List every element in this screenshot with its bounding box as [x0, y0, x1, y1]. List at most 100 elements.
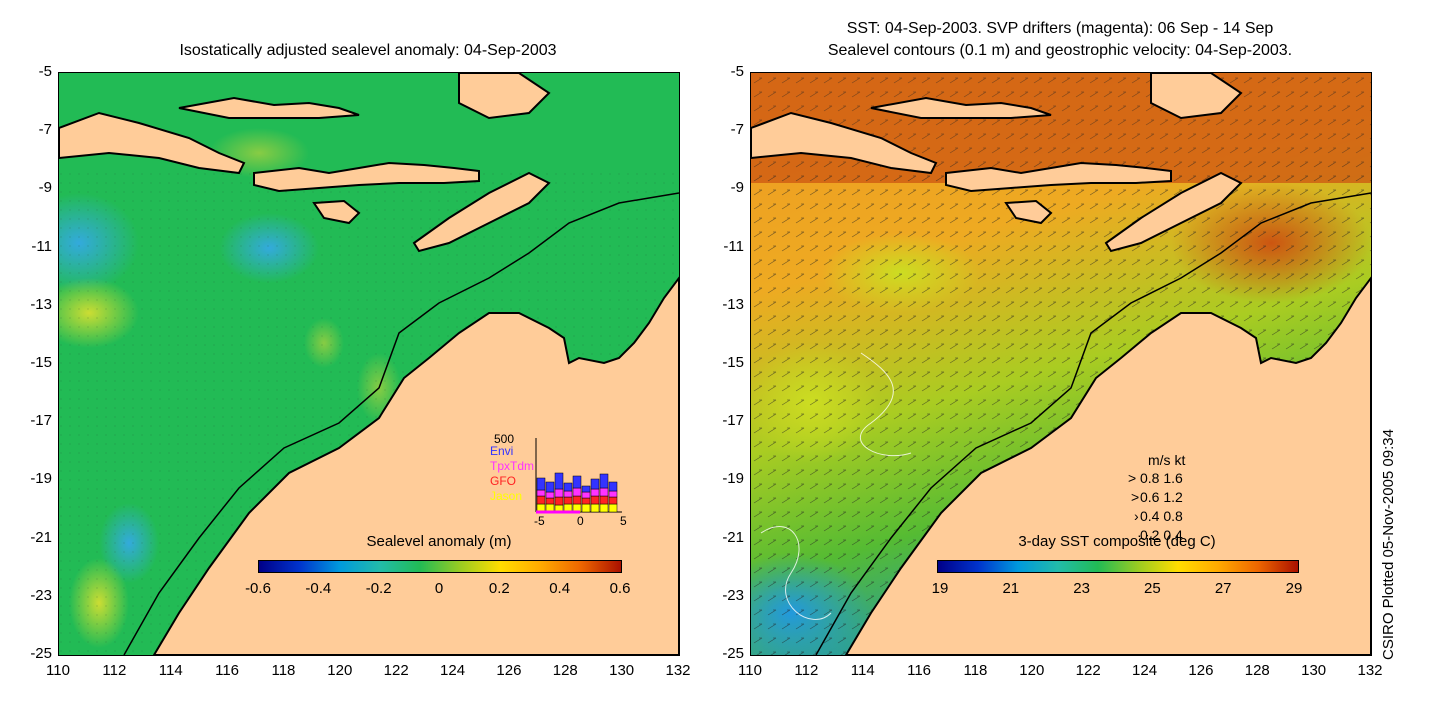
inset-bar — [563, 482, 573, 492]
velocity-key-arrow-icon: › — [1134, 508, 1139, 524]
inset-bar — [563, 490, 573, 498]
velocity-key-row: 0.6 1.2 — [1140, 489, 1183, 505]
inset-bar — [545, 481, 555, 493]
right-y-tick-label: -7 — [730, 121, 744, 139]
inset-bar — [581, 491, 591, 499]
inset-bar — [590, 488, 600, 497]
left-x-tick-label: 116 — [215, 662, 240, 679]
velocity-key-arrow-icon: · — [1137, 527, 1142, 543]
velocity-key-row: 0.2 0.4 — [1140, 527, 1183, 543]
inset-bar — [599, 495, 609, 505]
left-colorbar-tick: 0.6 — [609, 580, 631, 597]
inset-histogram — [535, 438, 622, 514]
inset-bar — [554, 496, 564, 506]
right-y-tick-label: -19 — [722, 470, 744, 488]
right-x-tick-label: 130 — [1301, 662, 1327, 679]
credit-text: CSIRO Plotted 05-Nov-2005 09:34 — [1380, 429, 1397, 660]
inset-x-tick: 0 — [577, 514, 584, 528]
right-x-tick-label: 112 — [794, 662, 819, 679]
shelf-contour — [815, 192, 1371, 655]
sealevel-contour — [859, 352, 912, 457]
left-colorbar-tick: 0.4 — [549, 580, 571, 597]
left-x-tick-label: 112 — [102, 662, 127, 679]
left-y-tick-label: -23 — [30, 586, 52, 604]
inset-legend-tpxtdm: TpxTdm — [490, 459, 535, 473]
left-x-tick-label: 122 — [383, 662, 409, 679]
right-colorbar-label: 3-day SST composite (deg C) — [1018, 533, 1216, 550]
left-x-tick-label: 124 — [440, 662, 466, 679]
right-y-tick-label: -21 — [722, 528, 744, 546]
right-x-tick-label: 110 — [738, 662, 762, 679]
left-colorbar-label: Sealevel anomaly (m) — [366, 533, 512, 550]
left-colorbar-tick: 0 — [434, 580, 444, 597]
left-y-tick-label: -17 — [30, 412, 52, 430]
sealevel-contour — [760, 526, 832, 620]
java-land — [59, 111, 246, 175]
velocity-key-header: m/s kt — [1148, 452, 1186, 468]
sst-map — [751, 73, 1371, 655]
right-x-tick-label: 124 — [1132, 662, 1158, 679]
inset-bar — [599, 487, 609, 497]
right-x-tick-label: 118 — [963, 662, 988, 679]
inset-bar — [581, 485, 591, 493]
left-y-tick-label: -9 — [38, 179, 52, 197]
right-x-tick-label: 114 — [850, 662, 875, 679]
left-x-tick-label: 114 — [158, 662, 183, 679]
right-colorbar-tick: 19 — [931, 580, 949, 597]
left-y-tick-label: -25 — [30, 645, 52, 662]
east-islands — [1150, 73, 1243, 120]
right-x-tick-label: 120 — [1019, 662, 1045, 679]
inset-bar — [536, 477, 546, 491]
left-x-tick-label: 118 — [271, 662, 296, 679]
right-x-tick-label: 122 — [1075, 662, 1101, 679]
right-y-tick-label: -23 — [722, 586, 744, 604]
inset-max-label: 500 — [494, 432, 515, 446]
right-x-tick-label: 126 — [1188, 662, 1214, 679]
left-x-tick-label: 132 — [665, 662, 691, 679]
left-colorbar-tick: -0.2 — [365, 580, 392, 597]
right-panel-title-line1: SST: 04-Sep-2003. SVP drifters (magenta)… — [846, 20, 1274, 37]
sunda-islands — [253, 161, 480, 193]
east-islands — [458, 73, 551, 120]
inset-bar — [608, 490, 618, 498]
left-y-tick-label: -13 — [30, 295, 52, 313]
left-x-tick-label: 120 — [327, 662, 353, 679]
right-colorbar — [937, 560, 1299, 573]
right-panel-title-line2: Sealevel contours (0.1 m) and geostrophi… — [827, 42, 1293, 59]
inset-x-tick: -5 — [534, 514, 545, 528]
right-x-tick-label: 132 — [1357, 662, 1383, 679]
left-y-tick-label: -15 — [30, 354, 52, 371]
timor-island — [412, 171, 551, 253]
inset-bar — [581, 503, 591, 513]
left-y-tick-label: -19 — [30, 470, 52, 488]
left-y-tick-label: -5 — [38, 63, 52, 80]
right-y-tick-label: -15 — [722, 354, 744, 371]
left-y-tick-label: -7 — [38, 121, 52, 139]
inset-bar — [536, 489, 546, 497]
left-colorbar-tick: -0.4 — [305, 580, 332, 597]
right-y-tick-label: -17 — [722, 412, 744, 430]
inset-legend-jason: Jason — [490, 489, 523, 503]
inset-bar — [599, 473, 609, 489]
inset-bar — [608, 503, 618, 513]
north-islands — [870, 96, 1052, 119]
inset-bar — [590, 478, 600, 490]
inset-bar — [563, 496, 573, 505]
timor-island — [1104, 171, 1243, 253]
right-colorbar-tick: 25 — [1144, 580, 1161, 597]
right-colorbar-tick: 27 — [1214, 580, 1232, 597]
inset-bar — [590, 503, 600, 513]
left-colorbar-tick: 0.2 — [488, 580, 510, 597]
inset-legend-gfo: GFO — [490, 474, 516, 488]
velocity-key-arrow-icon: > — [1131, 489, 1140, 505]
left-panel-title: Isostatically adjusted sealevel anomaly:… — [179, 42, 557, 59]
sumba-island — [312, 199, 361, 225]
velocity-key-arrow-icon: > — [1128, 470, 1137, 486]
shelf-contour — [123, 192, 679, 655]
inset-bar — [554, 472, 564, 490]
left-x-tick-label: 130 — [609, 662, 635, 679]
left-colorbar — [258, 560, 622, 573]
left-x-tick-label: 128 — [552, 662, 578, 679]
right-y-tick-label: -13 — [722, 295, 744, 313]
velocity-key-row: 0.4 0.8 — [1140, 508, 1183, 524]
